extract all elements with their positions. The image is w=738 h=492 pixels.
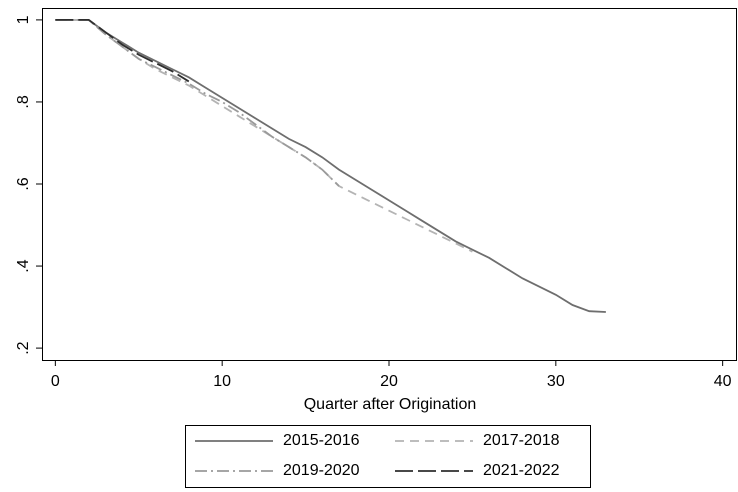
y-tick-label: .2 (15, 341, 32, 354)
series-line (55, 18, 190, 83)
y-tick-label: 1 (15, 15, 32, 24)
legend-label: 2015-2016 (283, 432, 360, 449)
x-tick-label: 20 (380, 373, 398, 390)
series-line (55, 18, 606, 313)
legend-label: 2017-2018 (483, 432, 560, 449)
legend-label: 2019-2020 (283, 462, 360, 479)
x-tick-label: 30 (547, 373, 565, 390)
x-tick-label: 40 (714, 373, 732, 390)
x-tick-label: 10 (213, 373, 231, 390)
plot-frame (42, 8, 737, 361)
y-tick-label: .6 (15, 177, 32, 190)
x-axis-label: Quarter after Origination (304, 396, 477, 413)
y-tick-label: .8 (15, 95, 32, 108)
series-line (55, 18, 340, 187)
legend-box (185, 425, 591, 488)
legend-label: 2021-2022 (483, 462, 560, 479)
x-tick-label: 0 (51, 373, 60, 390)
y-tick-label: .4 (15, 259, 32, 272)
